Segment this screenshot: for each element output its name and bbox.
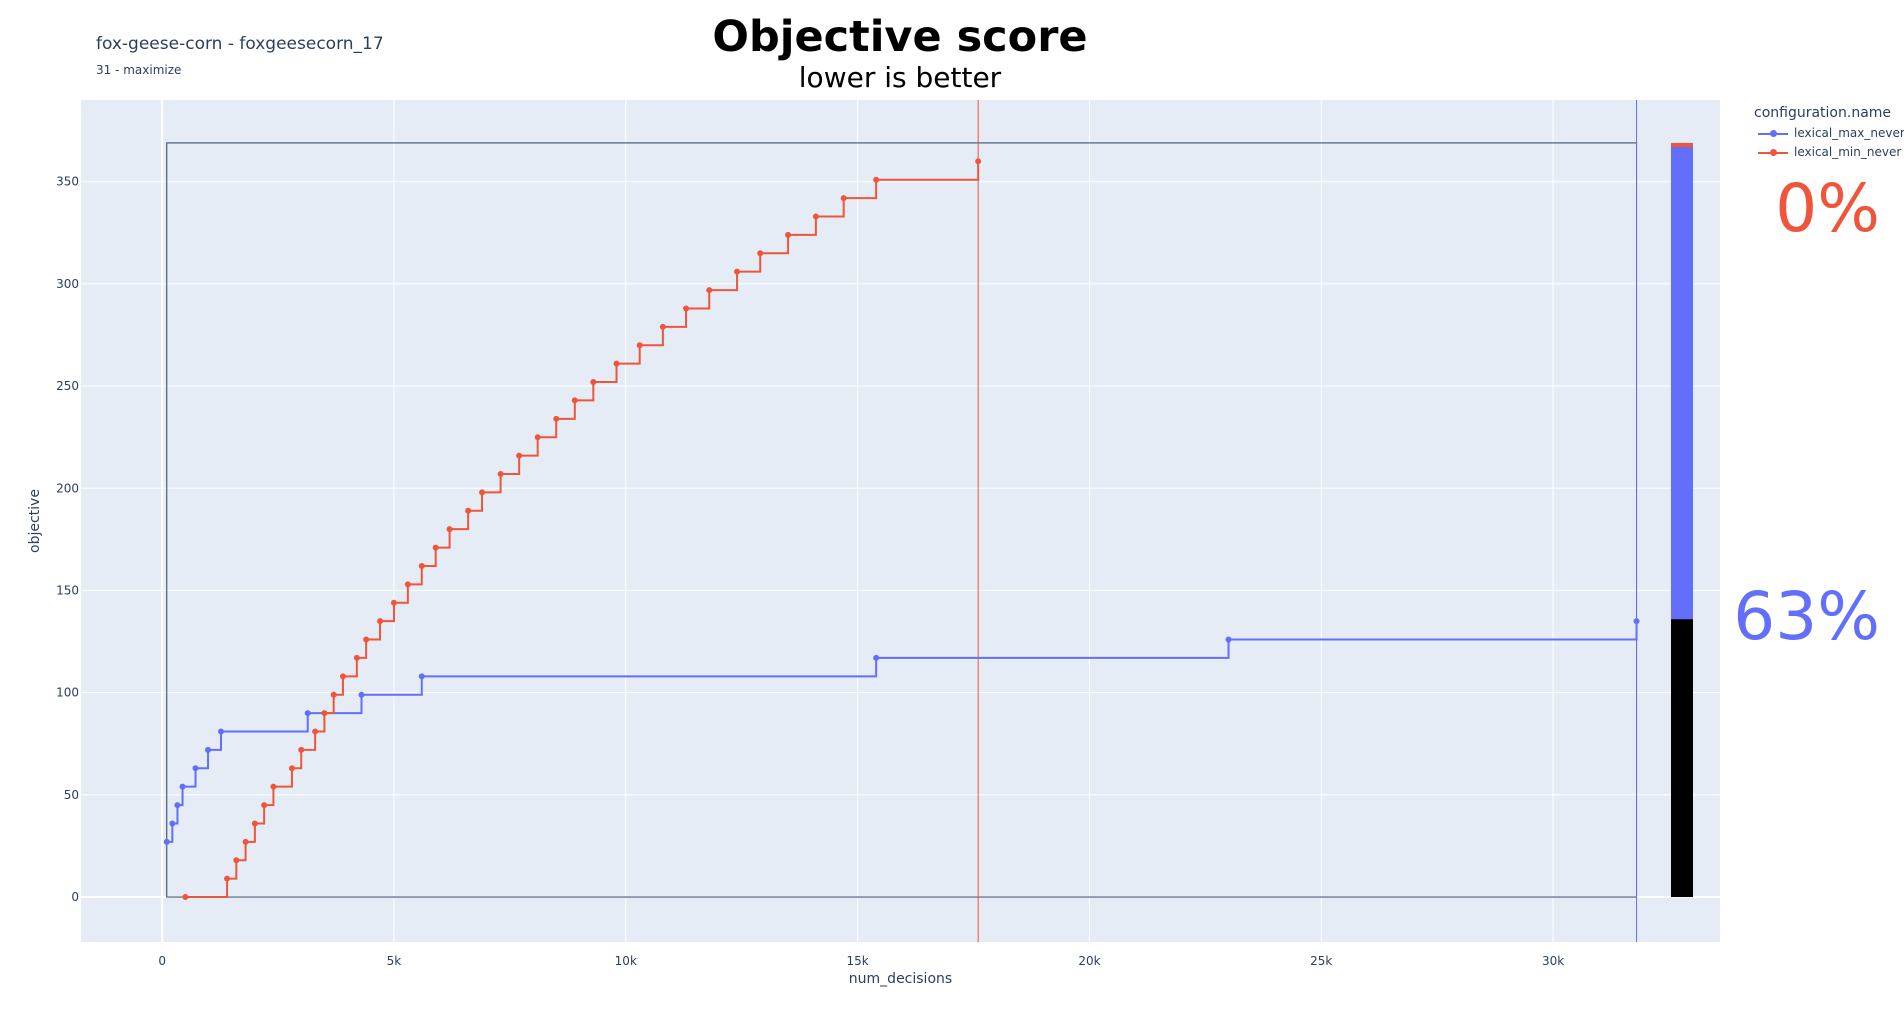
y-tick-label: 300 [56, 277, 79, 291]
side-bar-segment [1671, 619, 1693, 898]
data-point-lexical-min-never [636, 342, 643, 349]
data-point-lexical-min-never [497, 470, 504, 477]
dataset-subtitle: 31 - maximize [96, 63, 182, 77]
y-tick-label: 100 [56, 686, 79, 700]
data-point-lexical-max-never [205, 746, 212, 753]
data-point-lexical-min-never [251, 820, 258, 827]
data-point-lexical-min-never [706, 287, 713, 294]
data-point-lexical-min-never [242, 838, 249, 845]
legend-label: lexical_min_never [1794, 145, 1902, 159]
data-point-lexical-min-never [321, 710, 328, 717]
data-point-lexical-min-never [377, 618, 384, 625]
y-tick-label: 150 [56, 583, 79, 597]
data-point-lexical-min-never [446, 526, 453, 533]
y-tick-label: 350 [56, 175, 79, 189]
legend-label: lexical_max_never [1794, 126, 1904, 140]
data-point-lexical-min-never [534, 434, 541, 441]
data-point-lexical-min-never [590, 379, 597, 386]
y-axis-title: objective [27, 489, 43, 553]
data-point-lexical-max-never [174, 802, 181, 809]
x-tick-label: 0 [158, 954, 166, 968]
side-bar-segment [1671, 142, 1693, 148]
data-point-lexical-min-never [418, 562, 425, 569]
data-point-lexical-min-never [270, 783, 277, 790]
x-tick-label: 5k [387, 954, 402, 968]
data-point-lexical-max-never [873, 654, 880, 661]
data-point-lexical-min-never [432, 544, 439, 551]
data-point-lexical-min-never [390, 599, 397, 606]
data-point-lexical-min-never [479, 489, 486, 496]
data-point-lexical-min-never [785, 231, 792, 238]
data-point-lexical-min-never [288, 765, 295, 772]
min-percentage: 0% [1775, 170, 1880, 247]
data-point-lexical-min-never [330, 691, 337, 698]
data-point-lexical-min-never [353, 654, 360, 661]
y-tick-label: 250 [56, 379, 79, 393]
dataset-title: fox-geese-corn - foxgeesecorn_17 [96, 34, 384, 54]
data-point-lexical-min-never [571, 397, 578, 404]
data-point-lexical-min-never [840, 195, 847, 202]
axis-layer: 0 5k 10k 15k 20k 25k 30k 0 50 100 150 200 250 300 350 [56, 175, 1564, 968]
legend-marker-icon [1770, 149, 1777, 156]
legend-title: configuration.name [1754, 105, 1892, 121]
data-point-lexical-min-never [465, 507, 472, 514]
y-tick-label: 50 [64, 788, 79, 802]
data-point-lexical-max-never [418, 673, 425, 680]
data-point-lexical-min-never [404, 581, 411, 588]
data-point-lexical-max-never [163, 838, 170, 845]
data-point-lexical-max-never [304, 710, 311, 717]
data-point-lexical-max-never [358, 691, 365, 698]
x-tick-label: 30k [1542, 954, 1564, 968]
data-point-lexical-min-never [683, 305, 690, 312]
data-point-lexical-min-never [613, 360, 620, 367]
data-point-lexical-min-never [734, 268, 741, 275]
data-point-lexical-min-never [812, 213, 819, 220]
data-point-lexical-max-never [179, 783, 186, 790]
data-point-lexical-min-never [233, 857, 240, 864]
plot-area [81, 100, 1720, 942]
x-tick-label: 25k [1310, 954, 1332, 968]
data-point-lexical-min-never [873, 176, 880, 183]
data-point-lexical-min-never [298, 746, 305, 753]
side-bar-segment [1671, 147, 1693, 620]
data-point-lexical-min-never [553, 415, 560, 422]
data-point-lexical-min-never [339, 673, 346, 680]
x-tick-label: 10k [615, 954, 637, 968]
data-point-lexical-max-never [1225, 636, 1232, 643]
x-axis-title: num_decisions [849, 971, 952, 987]
y-tick-label: 200 [56, 481, 79, 495]
data-point-lexical-min-never [363, 636, 370, 643]
x-tick-label: 15k [847, 954, 869, 968]
max-percentage: 63% [1733, 578, 1880, 655]
data-point-lexical-min-never [224, 875, 231, 882]
chart-subtitle: lower is better [798, 61, 1002, 94]
data-point-lexical-min-never [182, 894, 189, 901]
y-tick-label: 0 [71, 890, 79, 904]
data-point-lexical-min-never [659, 323, 666, 330]
chart-title: Objective score [712, 12, 1088, 62]
data-point-lexical-max-never [169, 820, 176, 827]
side-bar-layer [1671, 142, 1693, 898]
data-point-lexical-min-never [975, 158, 982, 165]
bounding-box-layer [166, 100, 1638, 942]
data-point-lexical-min-never [516, 452, 523, 459]
data-point-lexical-min-never [757, 250, 764, 257]
data-point-lexical-min-never [312, 728, 319, 735]
grid-layer [81, 100, 1720, 942]
legend-marker-icon [1770, 130, 1777, 137]
data-point-lexical-max-never [1633, 618, 1640, 625]
data-point-lexical-min-never [261, 802, 268, 809]
data-point-lexical-max-never [218, 728, 225, 735]
x-tick-label: 20k [1078, 954, 1100, 968]
data-point-lexical-max-never [192, 765, 199, 772]
series-layer [163, 158, 1640, 901]
